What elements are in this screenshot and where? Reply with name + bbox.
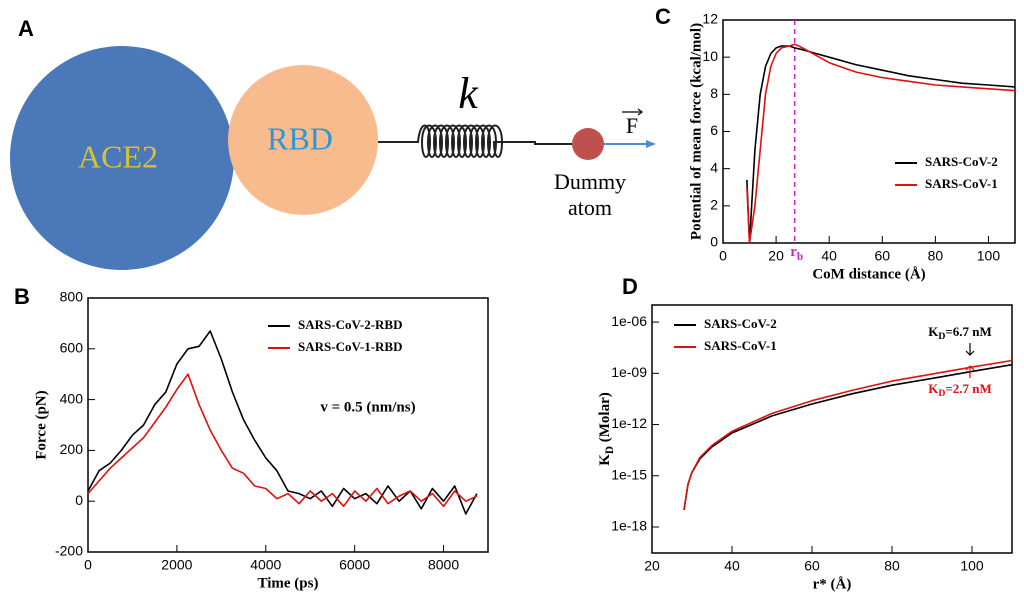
legend-label: SARS-CoV-2-RBD [298,317,402,332]
legend-label: SARS-CoV-2 [925,154,998,169]
plot-frame [722,19,1016,244]
dummy-label: Dummy [554,169,626,194]
y-tick-label: 2 [710,197,718,213]
y-tick-label: 4 [710,159,718,175]
series-line [746,43,1016,244]
diagram: A ACE2 RBD k F Dummy atom [10,16,656,270]
y-tick-label: 10 [702,48,718,64]
legend-label: SARS-CoV-1 [925,176,998,191]
annotation-part: =6.7 nM [945,324,991,339]
series-line [87,373,478,508]
y-axis-label-part: K [597,454,613,466]
series-line [683,359,1013,511]
dummy-label: atom [568,195,612,220]
x-tick-label: 60 [874,248,890,264]
spring-label: k [458,69,479,118]
ace2-label: ACE2 [78,138,158,174]
x-tick-label: 80 [884,558,900,574]
x-tick-label: 80 [928,248,944,264]
marker-label-part: b [797,251,803,263]
plot-frame [651,304,1013,554]
annotation: KD=6.7 nM [928,324,992,342]
x-tick-label: 100 [977,248,1001,264]
y-tick-label: 800 [60,289,84,305]
annotation-part: =2.7 nM [945,381,991,396]
y-tick-label: 600 [60,340,84,356]
panel-label: D [622,274,638,299]
x-tick-label: 40 [724,558,740,574]
y-tick-label: 1e-06 [611,313,647,329]
annotation-part: D [938,331,945,342]
x-tick-label: 6000 [339,557,370,573]
force-arrowhead [646,140,656,148]
y-tick-label: 12 [702,11,718,27]
legend-label: SARS-CoV-1-RBD [298,339,402,354]
y-axis-label: KD (Molar) [597,392,615,466]
y-tick-label: 0 [710,234,718,250]
legend-label: SARS-CoV-1 [704,338,777,353]
vector-arrow [622,108,643,116]
x-tick-label: 8000 [428,557,459,573]
plot-frame [87,297,489,553]
x-tick-label: 0 [719,248,727,264]
annotation-arrowhead [965,365,975,371]
y-tick-label: 8 [710,85,718,101]
annotation: KD=2.7 nM [928,381,992,399]
annotation: v = 0.5 (nm/ns) [320,399,415,415]
y-tick-label: 200 [60,441,84,457]
panel-label: B [14,284,30,309]
x-axis-label: Time (ps) [258,575,319,591]
marker-label-part: r [790,244,797,260]
x-tick-label: 40 [821,248,837,264]
y-axis-label-part: D [604,446,616,454]
annotation-part: D [938,388,945,399]
panel-label: C [655,4,671,29]
x-tick-label: 20 [644,558,660,574]
force-label: F [626,113,638,138]
y-axis-label: Force (pN) [33,390,49,459]
annotation-arrowhead [965,350,975,356]
y-tick-label: -200 [55,543,83,559]
y-tick-label: 6 [710,122,718,138]
x-tick-label: 0 [84,557,92,573]
legend-label: SARS-CoV-2 [704,316,777,331]
x-tick-label: 20 [768,248,784,264]
x-tick-label: 100 [960,558,984,574]
ace2-circle [10,46,234,270]
series-line [87,330,478,515]
x-tick-label: 2000 [161,557,192,573]
y-tick-label: 0 [75,492,83,508]
annotation-part: K [928,324,939,339]
y-tick-label: 1e-18 [611,518,647,534]
y-tick-label: 1e-09 [611,364,647,380]
dummy-atom [572,128,604,160]
y-axis-label-part: (Molar) [597,392,613,446]
y-tick-label: 1e-15 [611,466,647,482]
series-line [746,45,1016,244]
y-axis-label: Potential of mean force (kcal/mol) [688,23,704,240]
x-tick-label: 4000 [250,557,281,573]
marker-label: rb [790,244,803,262]
spring [378,124,572,158]
y-tick-label: 1e-12 [611,415,647,431]
annotation-part: K [928,381,939,396]
x-axis-label: r* (Å) [813,576,852,592]
rbd-label: RBD [267,120,333,156]
x-tick-label: 60 [804,558,820,574]
rbd-circle [228,65,378,215]
y-tick-label: 400 [60,390,84,406]
x-axis-label: CoM distance (Å) [812,266,925,282]
panel-label: A [18,16,34,41]
